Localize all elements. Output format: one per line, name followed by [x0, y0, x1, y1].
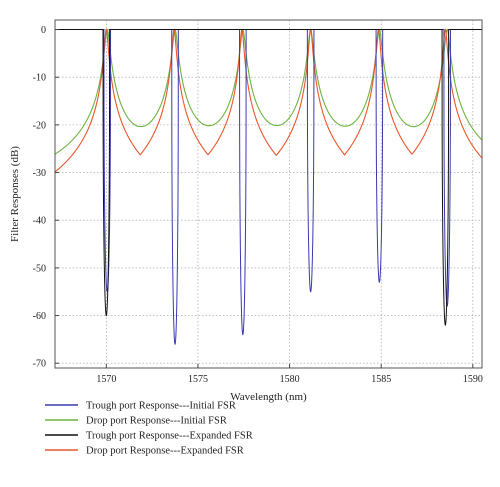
series-line [55, 28, 482, 173]
x-tick-label: 1580 [280, 374, 300, 385]
series-layer [55, 28, 482, 345]
series-line [55, 29, 482, 326]
series-line [55, 28, 482, 155]
ticks: 0 -10 -20 -30 -40 -50 -60 -70 1570 1575 1580 1585 15… [33, 25, 483, 385]
plot-frame [54, 19, 483, 369]
y-tick-label: -10 [33, 73, 46, 84]
y-tick-label: 0 [41, 25, 46, 36]
y-axis-label: Filter Responses (dB) [9, 146, 21, 242]
y-tick-label: -60 [33, 311, 46, 322]
series-line [55, 29, 482, 345]
y-tick-label: -20 [33, 120, 46, 131]
x-axis-label: Wavelength (nm) [230, 391, 307, 403]
y-tick-label: -50 [33, 263, 46, 274]
legend-label: Trough port Response---Initial FSR [86, 401, 236, 412]
x-tick-label: 1590 [463, 374, 483, 385]
grid [55, 20, 482, 368]
y-tick-label: -30 [33, 168, 46, 179]
y-tick-label: -40 [33, 216, 46, 227]
x-tick-label: 1585 [371, 374, 391, 385]
legend: Trough port Response---Initial FSR Drop p… [45, 401, 253, 457]
legend-label: Trough port Response---Expanded FSR [86, 431, 253, 442]
x-tick-label: 1575 [188, 374, 208, 385]
y-tick-label: -70 [33, 359, 46, 370]
x-tick-label: 1570 [96, 374, 116, 385]
legend-label: Drop port Response---Expanded FSR [86, 446, 244, 457]
legend-label: Drop port Response---Initial FSR [86, 416, 227, 427]
